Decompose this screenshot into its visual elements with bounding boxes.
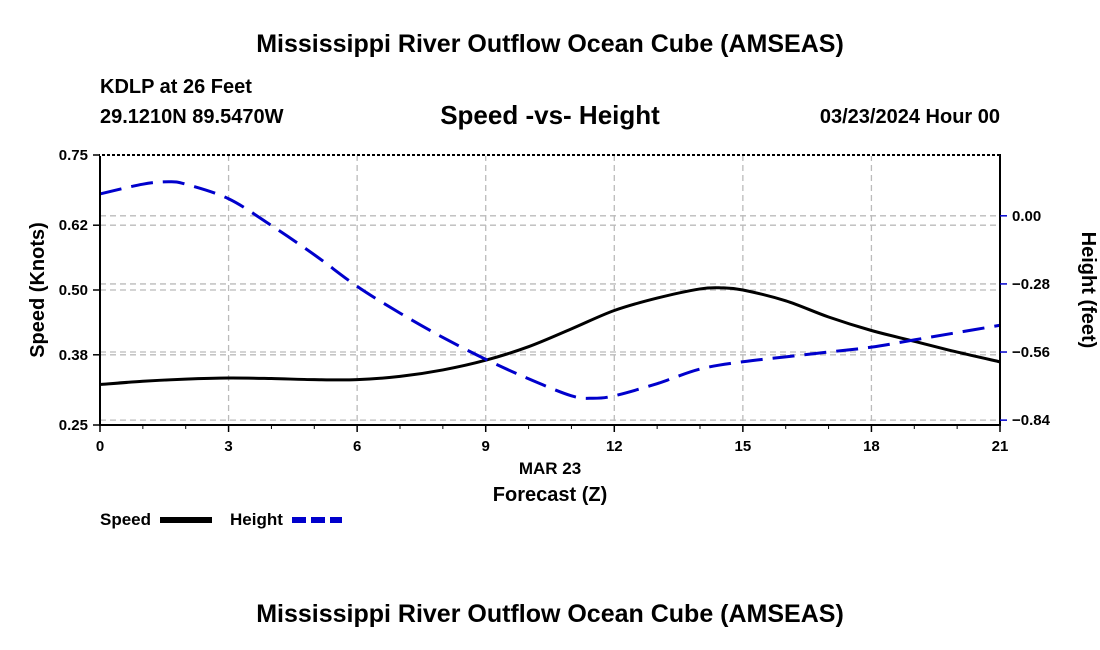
x-tick-label: 12 bbox=[606, 438, 623, 455]
forecast-datetime: 03/23/2024 Hour 00 bbox=[819, 106, 1000, 128]
legend: Speed Height bbox=[100, 510, 342, 529]
y2-tick-label: −0.56 bbox=[1012, 344, 1050, 361]
x-tick-label: 21 bbox=[992, 438, 1009, 455]
x-tick-label: 15 bbox=[735, 438, 752, 455]
y-tick-label: 0.50 bbox=[59, 282, 88, 299]
axes: 0 3 6 9 12 15 18 21 0.25 0.38 0.50 0.62 0.75 0.00 −0.2… bbox=[59, 147, 1051, 455]
x-tick-label: 9 bbox=[482, 438, 490, 455]
y-tick-label: 0.62 bbox=[59, 217, 88, 234]
x-date-label: MAR 23 bbox=[519, 459, 581, 478]
y2-tick-label: 0.00 bbox=[1012, 208, 1041, 225]
y2-axis-label: Height (feet) bbox=[1077, 232, 1099, 349]
station-label: KDLP at 26 Feet bbox=[100, 76, 252, 98]
y-axis-label: Speed (Knots) bbox=[27, 222, 49, 358]
speed-series-line bbox=[99, 286, 1001, 386]
y-tick-label: 0.25 bbox=[59, 417, 88, 434]
x-tick-label: 6 bbox=[353, 438, 361, 455]
legend-height-label: Height bbox=[230, 510, 283, 529]
x-axis-label: Forecast (Z) bbox=[493, 484, 607, 506]
y2-tick-label: −0.28 bbox=[1012, 276, 1050, 293]
y2-tick-label: −0.84 bbox=[1012, 412, 1051, 429]
height-series-line bbox=[99, 180, 1001, 400]
y-tick-label: 0.38 bbox=[59, 347, 88, 364]
x-tick-label: 18 bbox=[863, 438, 880, 455]
legend-speed-label: Speed bbox=[100, 510, 151, 529]
main-title: Mississippi River Outflow Ocean Cube (AM… bbox=[256, 30, 844, 58]
x-tick-label: 0 bbox=[96, 438, 104, 455]
series-lines bbox=[99, 180, 1001, 400]
coordinates-label: 29.1210N 89.5470W bbox=[100, 106, 284, 128]
footer-title: Mississippi River Outflow Ocean Cube (AM… bbox=[256, 600, 844, 628]
y-tick-label: 0.75 bbox=[59, 147, 88, 164]
x-tick-label: 3 bbox=[224, 438, 232, 455]
chart-subtitle: Speed -vs- Height bbox=[440, 100, 660, 130]
grid-lines bbox=[100, 155, 1000, 425]
